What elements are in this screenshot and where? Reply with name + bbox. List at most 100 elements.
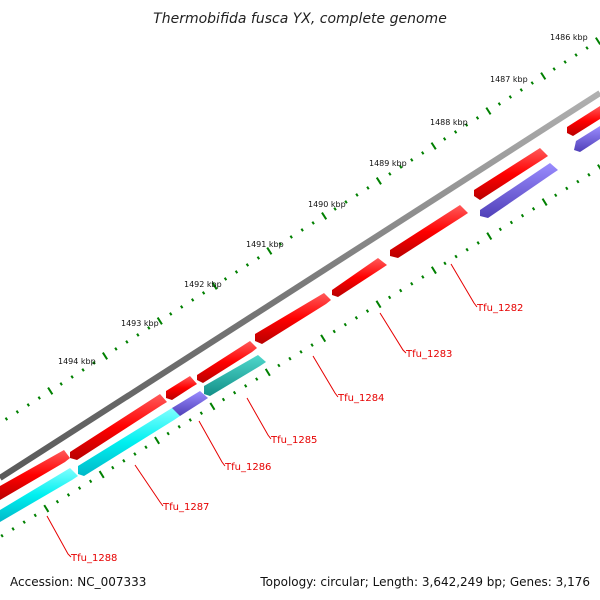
gene-feature[interactable] bbox=[204, 355, 266, 396]
major-tick bbox=[264, 368, 271, 377]
genome-backbone bbox=[0, 90, 600, 481]
gene-feature[interactable] bbox=[332, 258, 387, 297]
kbp-label: 1494 kbp bbox=[58, 357, 96, 366]
minor-tick bbox=[355, 193, 359, 197]
minor-tick bbox=[66, 493, 71, 497]
gene-feature[interactable] bbox=[0, 468, 78, 522]
gene-feature[interactable] bbox=[197, 341, 257, 383]
minor-tick bbox=[11, 527, 15, 531]
minor-tick bbox=[508, 95, 513, 99]
minor-tick bbox=[4, 417, 9, 421]
gene-feature[interactable] bbox=[70, 394, 167, 460]
minor-tick bbox=[169, 312, 173, 316]
gene-label-tfu-1285[interactable]: Tfu_1285 bbox=[270, 435, 317, 446]
gene-feature[interactable] bbox=[574, 126, 600, 152]
kbp-label: 1493 kbp bbox=[121, 319, 159, 328]
minor-tick bbox=[136, 333, 140, 337]
major-tick bbox=[540, 72, 547, 80]
minor-tick bbox=[519, 88, 523, 92]
minor-tick bbox=[530, 81, 534, 85]
gene-feature[interactable] bbox=[474, 148, 548, 200]
major-tick bbox=[47, 387, 54, 395]
gene-label-tfu-1283[interactable]: Tfu_1283 bbox=[405, 349, 452, 360]
accession-info: Accession: NC_007333 bbox=[10, 575, 147, 589]
minor-tick bbox=[552, 67, 556, 71]
minor-tick bbox=[125, 340, 129, 344]
outer-scale-ring bbox=[4, 37, 600, 421]
minor-tick bbox=[443, 261, 447, 266]
minor-tick bbox=[563, 60, 567, 64]
major-tick bbox=[595, 37, 600, 45]
minor-tick bbox=[201, 291, 206, 295]
major-tick bbox=[485, 107, 492, 115]
minor-tick bbox=[22, 520, 26, 524]
minor-tick bbox=[421, 151, 425, 155]
minor-tick bbox=[399, 165, 403, 169]
major-tick bbox=[597, 164, 600, 170]
gene-feature[interactable] bbox=[78, 408, 180, 476]
gene-label-tfu-1286[interactable]: Tfu_1286 bbox=[224, 462, 271, 473]
minor-tick bbox=[454, 254, 458, 259]
minor-tick bbox=[311, 221, 315, 225]
minor-tick bbox=[399, 288, 403, 293]
minor-tick bbox=[88, 479, 93, 484]
minor-tick bbox=[278, 242, 282, 246]
kbp-label: 1486 kbp bbox=[550, 33, 588, 42]
minor-tick bbox=[310, 343, 314, 347]
gene-feature[interactable] bbox=[480, 163, 558, 218]
minor-tick bbox=[585, 46, 589, 50]
minor-tick bbox=[410, 281, 414, 286]
major-tick bbox=[209, 402, 216, 411]
minor-tick bbox=[199, 411, 203, 415]
minor-tick bbox=[232, 390, 237, 395]
gene-feature[interactable] bbox=[567, 106, 600, 136]
minor-tick bbox=[453, 130, 458, 134]
major-tick bbox=[98, 470, 105, 479]
minor-tick bbox=[59, 382, 63, 386]
minor-tick bbox=[144, 445, 148, 450]
gene-label-tfu-1288[interactable]: Tfu_1288 bbox=[70, 553, 117, 564]
minor-tick bbox=[177, 424, 181, 429]
kbp-scale-labels: 1486 kbp 1487 kbp 1488 kbp 1489 kbp 1490… bbox=[58, 33, 588, 366]
minor-tick bbox=[37, 396, 41, 400]
minor-tick bbox=[476, 241, 480, 245]
minor-tick bbox=[166, 431, 170, 436]
gene-feature[interactable] bbox=[390, 205, 468, 258]
minor-tick bbox=[15, 410, 20, 414]
minor-tick bbox=[410, 158, 414, 162]
gene-label-tfu-1284[interactable]: Tfu_1284 bbox=[337, 393, 384, 404]
gene-feature[interactable] bbox=[166, 376, 197, 400]
minor-tick bbox=[565, 186, 569, 191]
major-tick bbox=[486, 232, 493, 241]
topology-info: Topology: circular; Length: 3,642,249 bp… bbox=[260, 575, 590, 589]
gene-label-tfu-1287[interactable]: Tfu_1287 bbox=[162, 502, 209, 513]
minor-tick bbox=[277, 363, 281, 368]
minor-tick bbox=[531, 207, 536, 211]
minor-tick bbox=[333, 207, 337, 211]
minor-tick bbox=[55, 499, 60, 504]
minor-tick bbox=[288, 356, 292, 361]
minor-tick bbox=[111, 465, 115, 470]
minor-tick bbox=[77, 486, 82, 490]
minor-tick bbox=[498, 227, 502, 232]
gene-feature[interactable] bbox=[255, 293, 331, 344]
gene-feature[interactable] bbox=[172, 391, 208, 416]
forward-strand-genes bbox=[0, 106, 600, 500]
gene-feature[interactable] bbox=[0, 450, 70, 500]
kbp-label: 1492 kbp bbox=[184, 280, 222, 289]
minor-tick bbox=[70, 375, 74, 379]
major-tick bbox=[154, 436, 161, 445]
minor-tick bbox=[122, 459, 126, 463]
minor-tick bbox=[554, 193, 558, 198]
minor-tick bbox=[421, 275, 425, 279]
minor-tick bbox=[497, 102, 502, 106]
major-tick bbox=[430, 266, 437, 275]
gene-label-tfu-1282[interactable]: Tfu_1282 bbox=[476, 303, 523, 314]
minor-tick bbox=[33, 513, 37, 518]
major-tick bbox=[156, 317, 163, 325]
minor-tick bbox=[388, 172, 392, 176]
reverse-strand-genes bbox=[0, 126, 600, 522]
minor-tick bbox=[587, 173, 591, 177]
kbp-label: 1489 kbp bbox=[369, 159, 407, 168]
minor-tick bbox=[520, 213, 525, 218]
